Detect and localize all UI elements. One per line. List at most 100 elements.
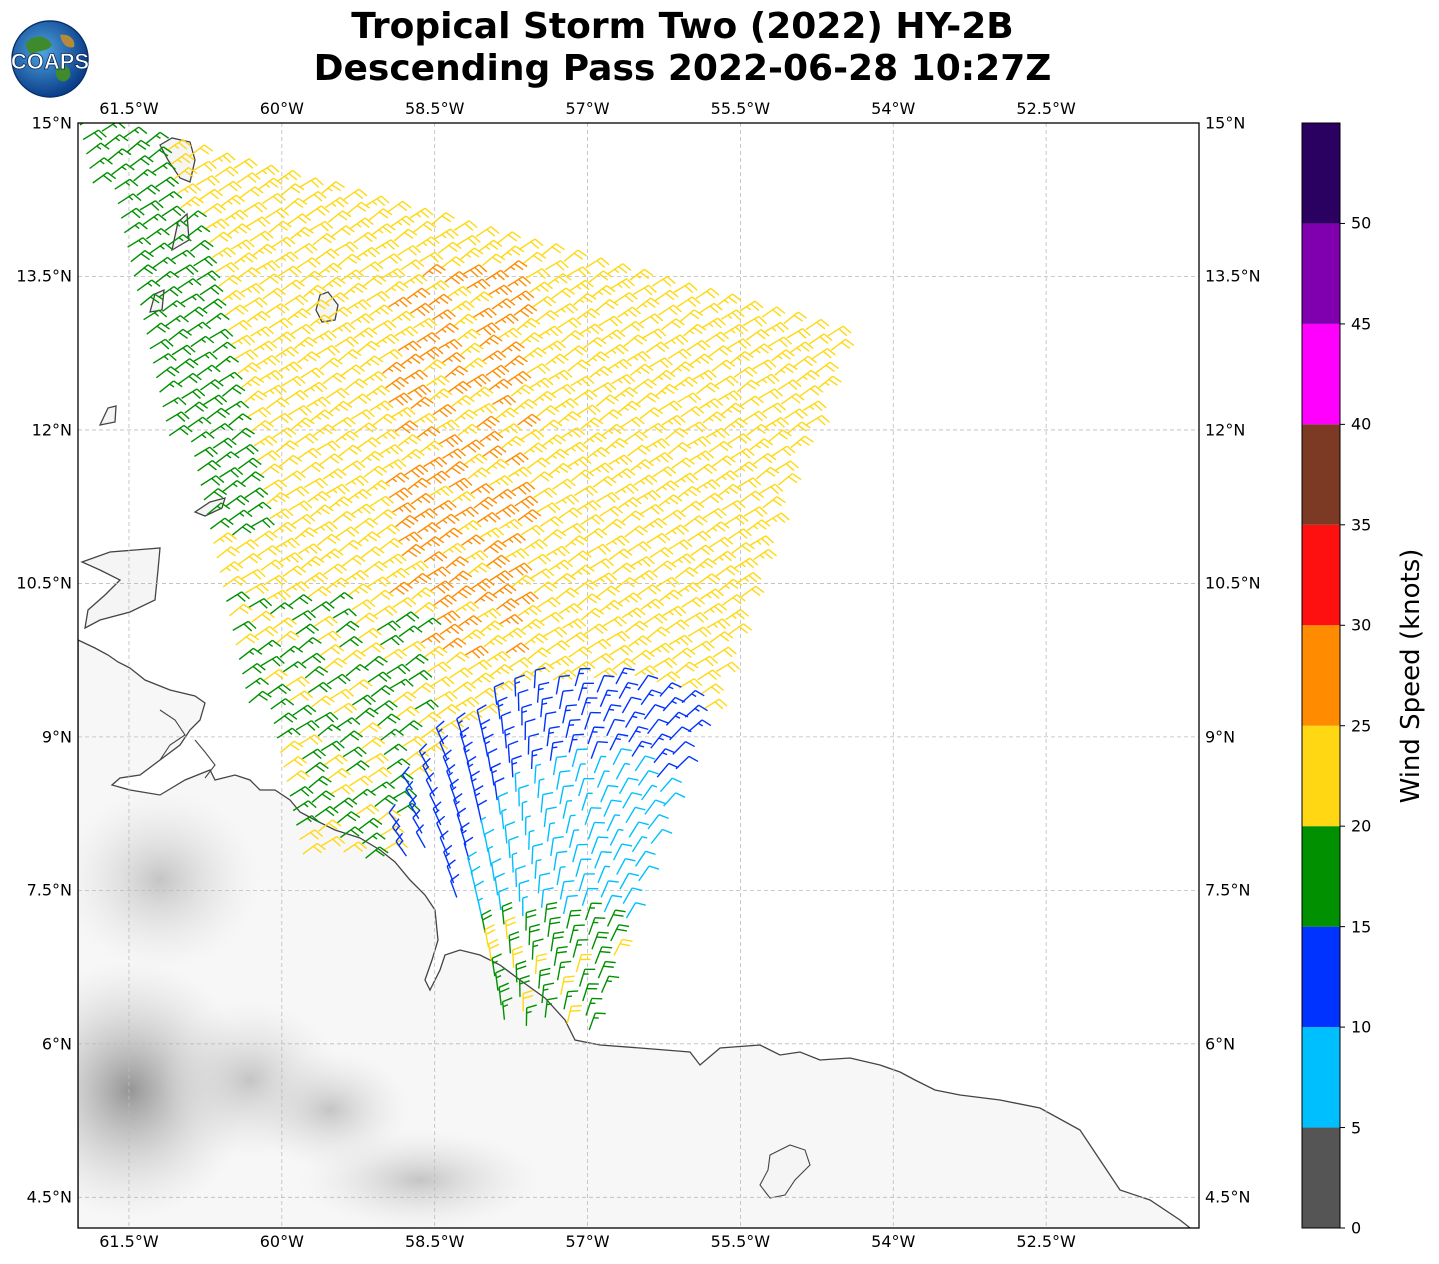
wind-barb <box>85 142 110 155</box>
wind-barb <box>415 824 426 849</box>
wind-barb <box>636 489 661 501</box>
wind-barb <box>640 689 662 706</box>
wind-barb <box>285 581 310 592</box>
wind-barb <box>343 841 368 853</box>
wind-barb <box>404 369 428 381</box>
wind-barb <box>345 663 369 677</box>
wind-barb <box>347 299 372 310</box>
wind-barb <box>402 640 426 652</box>
wind-barb <box>383 648 408 660</box>
wind-barb <box>568 733 584 753</box>
wind-barb <box>575 953 592 973</box>
wind-barb <box>420 632 445 644</box>
colorbar-tick-label: 0 <box>1351 1218 1362 1238</box>
wind-barb <box>667 348 692 360</box>
wind-barb <box>400 259 425 271</box>
colorbar-bin <box>1302 223 1340 324</box>
wind-barb <box>570 375 595 387</box>
wind-barb <box>639 407 664 420</box>
wind-barb <box>429 786 439 811</box>
wind-barb <box>187 321 212 333</box>
wind-barb <box>609 828 624 846</box>
wind-barb <box>295 623 319 636</box>
wind-barb <box>277 169 302 182</box>
wind-barb <box>278 265 302 277</box>
wind-barb <box>638 865 660 882</box>
wind-barb <box>111 163 135 176</box>
wind-barb <box>298 636 322 650</box>
wind-barb <box>418 743 429 768</box>
wind-barb <box>502 532 526 544</box>
wind-barb <box>481 253 506 267</box>
wind-barb <box>549 559 574 571</box>
wind-barb <box>683 323 707 337</box>
wind-barb <box>366 290 390 302</box>
wind-barb <box>164 219 189 232</box>
wind-barb <box>437 241 462 254</box>
wind-barb <box>624 711 646 728</box>
wind-barb <box>449 667 474 679</box>
wind-barb <box>749 438 774 451</box>
wind-barb <box>181 388 206 400</box>
wind-barb <box>830 338 855 351</box>
wind-barb <box>426 470 451 484</box>
wind-barb <box>267 683 291 696</box>
wind-barb <box>546 545 571 557</box>
lon-tick-label-top: 60°W <box>259 99 304 118</box>
wind-barb <box>235 539 260 551</box>
wind-barb <box>423 645 448 658</box>
wind-barb <box>410 302 434 317</box>
wind-barb <box>664 427 689 441</box>
wind-barb <box>479 334 503 347</box>
wind-barb <box>262 384 287 396</box>
wind-barb <box>495 407 519 420</box>
wind-barb <box>395 611 420 623</box>
wind-barb <box>323 563 347 575</box>
wind-barb <box>328 306 353 319</box>
wind-barb <box>278 361 303 373</box>
wind-barb <box>463 264 488 278</box>
wind-barb <box>381 268 406 279</box>
wind-barb <box>765 417 790 428</box>
wind-barb <box>325 387 350 399</box>
wind-barb <box>250 517 275 528</box>
wind-barb <box>215 261 240 273</box>
wind-barb <box>365 195 390 207</box>
wind-barb <box>786 328 811 339</box>
wind-barb <box>272 427 297 439</box>
wind-barb <box>354 517 379 530</box>
wind-barb <box>479 430 504 443</box>
wind-barb <box>761 306 786 318</box>
wind-barb <box>542 434 566 447</box>
colorbar-bin <box>1302 625 1340 726</box>
wind-barb <box>514 591 539 605</box>
wind-barb <box>605 437 629 451</box>
wind-barb <box>467 562 492 575</box>
wind-barb <box>623 430 648 443</box>
wind-barb <box>343 282 368 296</box>
wind-barb <box>517 509 542 523</box>
wind-barb <box>92 171 117 184</box>
wind-barb <box>474 687 499 700</box>
wind-barb <box>286 676 310 687</box>
wind-barb <box>449 778 460 803</box>
wind-barb <box>743 410 768 422</box>
wind-barb <box>291 417 315 430</box>
wind-barb <box>508 562 533 576</box>
wind-barb <box>159 380 183 393</box>
wind-barb <box>665 619 690 631</box>
wind-barb <box>253 340 278 352</box>
wind-barb <box>606 909 626 927</box>
wind-barb <box>631 740 652 757</box>
wind-barb <box>690 640 715 652</box>
wind-barb <box>764 321 789 333</box>
colorbar-bin <box>1302 424 1340 525</box>
wind-barb <box>812 347 836 360</box>
wind-barb <box>473 496 498 510</box>
wind-barb <box>724 514 749 525</box>
wind-barb <box>410 492 435 505</box>
wind-barb <box>827 325 852 337</box>
wind-barb <box>233 158 258 169</box>
wind-barb <box>266 589 291 601</box>
wind-barb <box>663 792 686 807</box>
